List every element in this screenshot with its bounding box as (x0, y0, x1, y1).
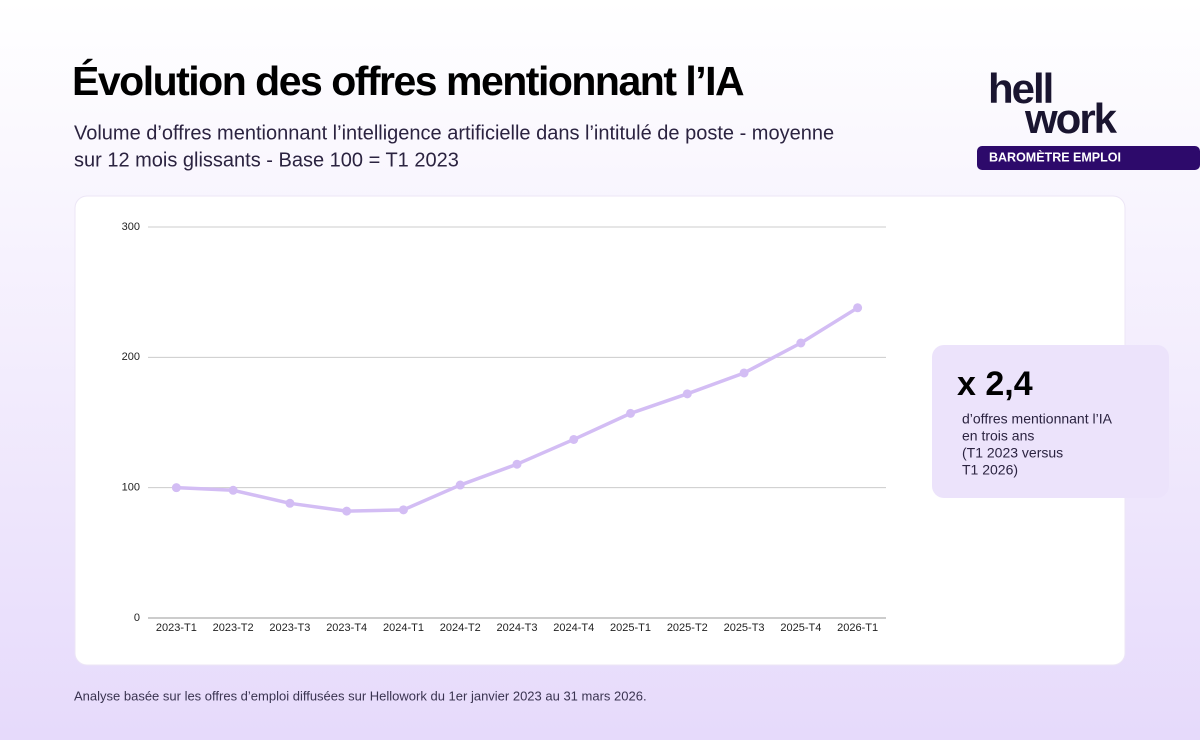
x-tick-label: 2023-T2 (213, 622, 254, 634)
y-tick-label: 300 (122, 221, 140, 233)
callout-text: d’offres mentionnant l’IA (962, 411, 1113, 427)
chart-title: Évolution des offres mentionnant l’IA (72, 58, 744, 104)
point (342, 506, 352, 516)
badge-bg (977, 146, 1200, 170)
x-tick-label: 2025-T1 (610, 622, 651, 634)
callout-text: en trois ans (962, 428, 1034, 444)
y-tick-label: 100 (122, 482, 140, 494)
y-tick-label: 200 (122, 351, 140, 363)
point (569, 434, 579, 444)
point (796, 338, 806, 348)
point (512, 459, 522, 469)
x-tick-label: 2023-T3 (269, 622, 310, 634)
x-tick-label: 2025-T3 (724, 622, 765, 634)
subtitle: sur 12 mois glissants - Base 100 = T1 20… (74, 149, 459, 171)
y-tick-label: 0 (134, 612, 140, 624)
callout-text: (T1 2023 versus (962, 445, 1063, 461)
x-tick-label: 2024-T3 (497, 622, 538, 634)
footnote: Analyse basée sur les offres d’emploi di… (74, 688, 647, 703)
subtitle: Volume d’offres mentionnant l’intelligen… (74, 122, 834, 144)
callout-box (932, 345, 1169, 498)
x-tick-label: 2023-T4 (326, 622, 367, 634)
point (455, 480, 465, 490)
callout-value: x 2,4 (957, 365, 1033, 403)
point (285, 498, 295, 508)
point (853, 303, 863, 313)
point (171, 483, 181, 493)
x-tick-label: 2025-T4 (780, 622, 821, 634)
x-tick-label: 2024-T4 (553, 622, 594, 634)
point (398, 505, 408, 515)
x-tick-label: 2024-T1 (383, 622, 424, 634)
callout-text: T1 2026) (962, 462, 1018, 478)
x-tick-label: 2024-T2 (440, 622, 481, 634)
x-tick-label: 2023-T1 (156, 622, 197, 634)
x-tick-label: 2026-T1 (837, 622, 878, 634)
point (228, 485, 238, 495)
badge: BAROMÈTRE EMPLOI (989, 149, 1121, 164)
x-tick-label: 2025-T2 (667, 622, 708, 634)
point (682, 389, 692, 399)
point (739, 368, 749, 378)
logo: hell (988, 65, 1052, 112)
logo: work (1024, 95, 1118, 142)
point (626, 408, 636, 418)
